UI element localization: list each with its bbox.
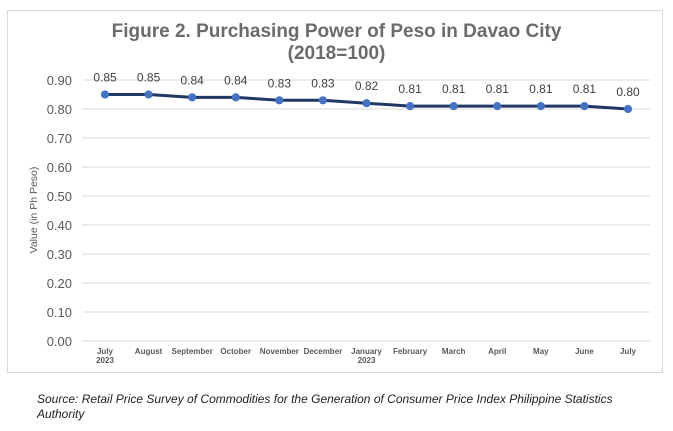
x-tick-label: November — [260, 347, 299, 356]
data-point — [275, 96, 284, 105]
y-tick-label: 0.10 — [47, 305, 72, 320]
x-tick-label: August — [135, 347, 163, 356]
data-label: 0.84 — [224, 73, 248, 87]
x-tick-label: July — [620, 347, 637, 356]
y-tick-label: 0.90 — [47, 73, 72, 88]
y-tick-label: 0.80 — [47, 102, 72, 117]
data-label: 0.81 — [573, 82, 597, 96]
x-tick-label: June — [575, 347, 594, 356]
x-tick-label: September — [171, 347, 212, 356]
data-label: 0.84 — [180, 73, 204, 87]
y-tick-label: 0.40 — [47, 218, 72, 233]
data-label: 0.83 — [311, 76, 335, 90]
data-label: 0.83 — [268, 76, 292, 90]
data-point — [100, 90, 110, 99]
y-tick-label: 0.70 — [47, 131, 72, 146]
data-point — [231, 93, 240, 102]
data-point — [188, 93, 197, 102]
data-point — [318, 96, 328, 105]
x-tick-label: December — [304, 347, 343, 356]
x-tick-label: February — [393, 347, 428, 356]
source-note: Source: Retail Price Survey of Commoditi… — [37, 392, 613, 421]
data-point — [580, 102, 589, 111]
x-tick-label: January 2023 — [351, 347, 382, 365]
chart-subtitle: (2018=100) — [287, 43, 386, 64]
x-axis-ticks: July 2023 August September October November De… — [96, 347, 636, 365]
data-label: 0.82 — [355, 79, 379, 93]
y-tick-label: 0.20 — [47, 276, 72, 291]
gridlines — [82, 79, 650, 342]
data-label: 0.80 — [616, 85, 640, 99]
data-label: 0.81 — [398, 82, 422, 96]
data-markers — [100, 90, 633, 114]
x-tick-label: May — [533, 347, 549, 356]
y-tick-label: 0.50 — [47, 189, 72, 204]
data-point — [623, 104, 633, 114]
data-labels: 0.85 0.85 0.84 0.84 0.83 0.83 0.82 0.81 0.81 0.81… — [93, 71, 640, 100]
data-label: 0.81 — [486, 82, 510, 96]
data-label: 0.81 — [442, 82, 466, 96]
y-tick-label: 0.60 — [47, 160, 72, 175]
chart-title: Figure 2. Purchasing Power of Peso in Da… — [111, 21, 562, 42]
data-point — [493, 102, 502, 111]
x-tick-label: April — [488, 347, 506, 356]
data-point — [144, 90, 153, 99]
x-tick-label: July 2023 — [96, 347, 114, 365]
data-label: 0.85 — [93, 71, 117, 85]
data-point — [449, 102, 458, 111]
data-label: 0.81 — [529, 82, 553, 96]
data-label: 0.85 — [137, 71, 161, 85]
x-tick-label: October — [220, 347, 251, 356]
x-tick-label: March — [442, 347, 466, 356]
y-axis-ticks: 0.90 0.80 0.70 0.60 0.50 0.40 0.30 0.20 0.10 0.00 — [47, 73, 72, 349]
data-point — [362, 99, 371, 108]
data-point — [536, 102, 545, 111]
y-axis-label: Value (in Ph Peso) — [28, 167, 40, 254]
data-point — [405, 102, 415, 111]
y-tick-label: 0.30 — [47, 247, 72, 262]
y-tick-label: 0.00 — [47, 334, 72, 349]
